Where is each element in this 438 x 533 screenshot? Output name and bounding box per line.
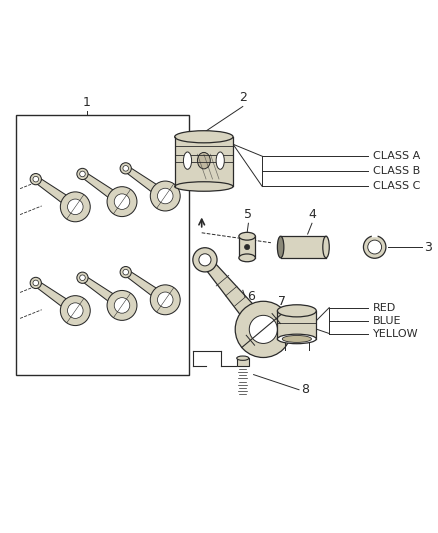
Polygon shape (34, 280, 78, 314)
Circle shape (30, 174, 41, 185)
Circle shape (77, 272, 88, 284)
Ellipse shape (216, 152, 224, 169)
Circle shape (193, 248, 217, 272)
Bar (16, 115, 189, 375)
Ellipse shape (198, 152, 210, 169)
Text: RED: RED (372, 303, 396, 312)
Text: 2: 2 (239, 91, 247, 104)
Polygon shape (124, 166, 168, 200)
Text: 6: 6 (247, 290, 255, 303)
Text: CLASS B: CLASS B (372, 166, 420, 176)
Circle shape (120, 163, 131, 174)
Circle shape (33, 280, 39, 286)
Circle shape (123, 269, 128, 275)
Text: 4: 4 (308, 208, 316, 221)
Circle shape (120, 266, 131, 278)
Polygon shape (34, 176, 78, 211)
Ellipse shape (277, 236, 284, 258)
Ellipse shape (277, 305, 316, 317)
Ellipse shape (323, 236, 329, 258)
Circle shape (30, 277, 41, 288)
Text: 7: 7 (278, 295, 286, 308)
Polygon shape (124, 270, 168, 304)
Ellipse shape (239, 254, 255, 262)
Circle shape (364, 236, 386, 259)
Polygon shape (81, 275, 125, 310)
Ellipse shape (239, 232, 255, 240)
Text: 3: 3 (424, 240, 432, 254)
Text: 5: 5 (244, 208, 252, 221)
Bar (239, 236, 255, 258)
Ellipse shape (277, 334, 316, 344)
Circle shape (249, 316, 277, 343)
Polygon shape (81, 172, 125, 206)
Circle shape (114, 297, 130, 313)
Text: CLASS A: CLASS A (372, 151, 420, 161)
Circle shape (60, 296, 90, 326)
Bar (237, 358, 249, 366)
Ellipse shape (282, 335, 311, 342)
Circle shape (235, 301, 291, 358)
Bar (175, 137, 233, 187)
Circle shape (60, 192, 90, 222)
Circle shape (107, 187, 137, 216)
Bar (277, 311, 316, 339)
Circle shape (80, 171, 85, 177)
Text: BLUE: BLUE (372, 316, 401, 326)
Ellipse shape (175, 182, 233, 191)
Text: CLASS C: CLASS C (372, 182, 420, 191)
Text: YELLOW: YELLOW (372, 328, 418, 338)
Ellipse shape (175, 131, 233, 143)
Circle shape (114, 194, 130, 209)
Circle shape (77, 168, 88, 180)
Circle shape (368, 240, 381, 254)
Bar (281, 236, 326, 258)
Circle shape (244, 245, 250, 249)
Circle shape (107, 290, 137, 320)
Text: 8: 8 (301, 383, 309, 396)
Circle shape (67, 303, 83, 318)
Circle shape (150, 181, 180, 211)
Text: 1: 1 (83, 95, 91, 109)
Ellipse shape (237, 356, 249, 360)
Polygon shape (201, 256, 271, 335)
Ellipse shape (184, 152, 191, 169)
Circle shape (158, 292, 173, 308)
Circle shape (33, 176, 39, 182)
Circle shape (150, 285, 180, 315)
Circle shape (123, 166, 128, 171)
Circle shape (80, 275, 85, 280)
Circle shape (158, 188, 173, 204)
Circle shape (199, 254, 211, 266)
Circle shape (67, 199, 83, 215)
